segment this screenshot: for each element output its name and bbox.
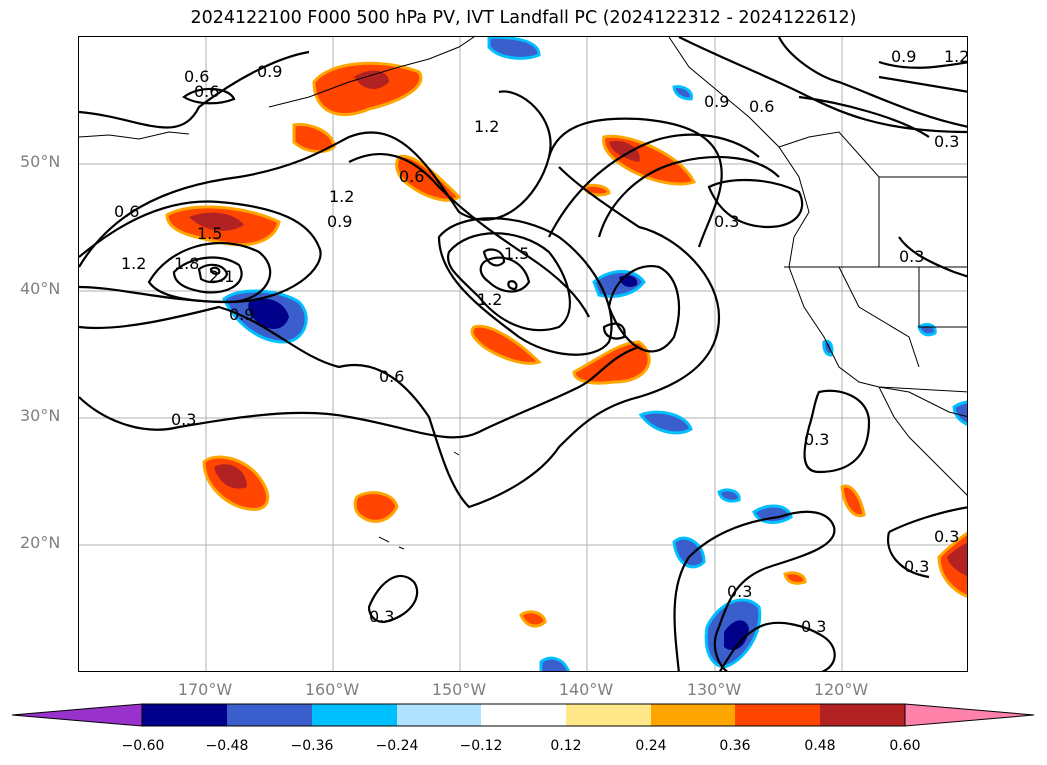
contour-label: 1.8	[174, 254, 199, 273]
contour-label: 1.2	[477, 290, 502, 309]
negative-anomaly-patch	[539, 656, 570, 671]
positive-anomaly-patch	[312, 61, 423, 117]
lat-label-20n: 20°N	[20, 533, 61, 552]
colorbar-segment	[820, 704, 905, 726]
colorbar-extend-low	[12, 703, 143, 727]
colorbar-tick: 0.60	[889, 738, 921, 754]
lon-label-170w: 170°W	[177, 680, 233, 699]
negative-anomaly-patch	[952, 400, 967, 426]
colorbar-segment	[735, 704, 820, 726]
colorbar-tick: 0.36	[719, 738, 751, 754]
contour-label: 1.2	[121, 254, 146, 273]
colorbar-tick: 0.12	[550, 738, 582, 754]
colorbar-segment	[481, 704, 566, 726]
contour-label: 0.3	[714, 212, 739, 231]
contour-label: 0.3	[804, 430, 829, 449]
contour-labels: 0.9 0.6 0.6 1.2 0.9 0.6 0.3 0.6 1.2 0.9 …	[114, 47, 968, 636]
contour-label: 0.9	[891, 47, 916, 66]
contour-label: 0.6	[194, 82, 219, 101]
colorbar-tick: −0.24	[375, 738, 419, 754]
contour-label: 0.3	[934, 527, 959, 546]
positive-anomaly-core	[947, 542, 967, 577]
negative-anomaly-patch	[487, 37, 541, 60]
positive-anomaly-core	[354, 70, 389, 89]
colorbar-segment	[142, 704, 227, 726]
positive-anomaly-core	[189, 212, 244, 231]
contour-label: 0.9	[704, 92, 729, 111]
lat-label-40n: 40°N	[20, 279, 61, 298]
positive-anomaly-patch	[470, 324, 542, 365]
contour-label: 1.5	[197, 224, 222, 243]
negative-anomaly-patch	[917, 323, 937, 337]
map-title: 2024122100 F000 500 hPa PV, IVT Landfall…	[190, 8, 857, 28]
contour-label: 0.3	[899, 247, 924, 266]
contour-label: 0.9	[327, 212, 352, 231]
coastlines	[79, 37, 967, 550]
negative-anomaly-patch	[672, 85, 694, 101]
positive-anomaly-patch	[840, 484, 866, 518]
contour-label: 0.6	[114, 202, 139, 221]
negative-anomaly-core	[248, 298, 289, 329]
negative-anomaly-patch	[717, 488, 741, 503]
negative-anomaly-core	[724, 620, 749, 651]
contour-label: 0.3	[727, 582, 752, 601]
contour-label: 0.6	[749, 97, 774, 116]
contour-label: 0.3	[171, 410, 196, 429]
colorbar	[12, 703, 1035, 727]
lon-label-150w: 150°W	[431, 680, 487, 699]
map-panel: 0.9 0.6 0.6 1.2 0.9 0.6 0.3 0.6 1.2 0.9 …	[78, 36, 968, 672]
colorbar-tick: −0.60	[121, 738, 165, 754]
contour-label: 0.3	[934, 132, 959, 151]
lat-label-50n: 50°N	[20, 152, 61, 171]
pv-contours	[79, 37, 967, 671]
contour-label: 1.2	[944, 47, 968, 66]
contour-label: 0.6	[379, 367, 404, 386]
colorbar-segment	[227, 704, 312, 726]
colorbar-tick: 0.24	[635, 738, 667, 754]
positive-anomaly-core	[214, 464, 247, 489]
lon-label-120w: 120°W	[813, 680, 869, 699]
lon-label-130w: 130°W	[686, 680, 742, 699]
lat-label-30n: 30°N	[20, 406, 61, 425]
positive-anomaly-core	[609, 140, 640, 162]
contour-label: 0.6	[184, 67, 209, 86]
negative-anomaly-patch	[822, 339, 834, 357]
colorbar-tick: −0.12	[459, 738, 503, 754]
contour-label: 0.3	[369, 607, 394, 626]
negative-anomaly-patch	[638, 410, 693, 435]
contour-label: 0.9	[229, 305, 254, 324]
contour-label: 0.3	[801, 617, 826, 636]
map-canvas: 0.9 0.6 0.6 1.2 0.9 0.6 0.3 0.6 1.2 0.9 …	[79, 37, 968, 671]
positive-anomaly-patch	[353, 491, 399, 523]
ivt-shading	[165, 37, 967, 671]
positive-anomaly-patch	[519, 610, 547, 628]
negative-anomaly-patch	[672, 536, 706, 569]
colorbar-segment	[566, 704, 651, 726]
colorbar-segment	[312, 704, 397, 726]
colorbar-segment	[651, 704, 735, 726]
contour-label: 0.9	[257, 62, 282, 81]
lon-label-140w: 140°W	[558, 680, 614, 699]
contour-label: 1.2	[329, 187, 354, 206]
positive-anomaly-patch	[783, 571, 807, 585]
colorbar-tick: 0.48	[804, 738, 836, 754]
contour-label: 0.6	[399, 167, 424, 186]
colorbar-tick: −0.48	[205, 738, 249, 754]
colorbar-segment	[397, 704, 481, 726]
contour-label: 1.2	[474, 117, 499, 136]
contour-label: 2.1	[209, 267, 234, 286]
positive-anomaly-patch	[292, 122, 336, 154]
colorbar-extend-high	[904, 703, 1035, 727]
lon-label-160w: 160°W	[304, 680, 360, 699]
contour-label: 1.5	[504, 244, 529, 263]
colorbar-tick: −0.36	[290, 738, 334, 754]
contour-label: 0.3	[904, 557, 929, 576]
